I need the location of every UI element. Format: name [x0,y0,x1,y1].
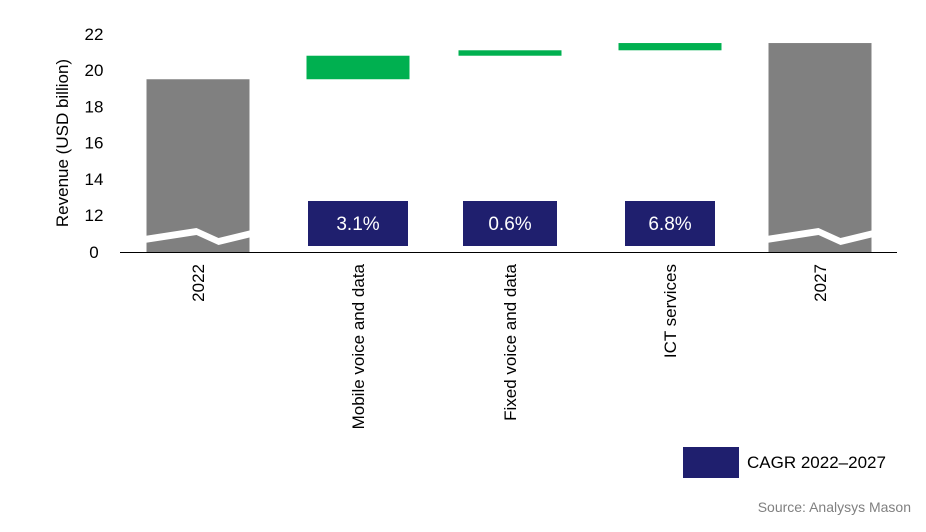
increment-bar [458,50,562,56]
cagr-badges-layer: 3.1% 0.6% 6.8% [308,201,715,246]
y-tick-label: 22 [85,25,104,44]
category-label: 2022 [189,264,208,302]
cagr-value: 0.6% [488,214,531,235]
y-axis-label: Revenue (USD billion) [53,59,72,227]
category-label: ICT services [661,264,680,358]
increment-bar [618,43,722,51]
category-labels: 2022 Mobile voice and data Fixed voice and… [189,263,830,429]
legend: CAGR 2022–2027 [683,447,886,478]
axis-break-mark [766,228,874,245]
category-label: Fixed voice and data [501,263,520,420]
category-label: Mobile voice and data [349,263,368,429]
axis-break-mark [144,228,252,245]
cagr-badge [463,201,557,246]
total-bar [146,79,250,252]
increment-bar [306,55,410,80]
total-bar [768,43,872,252]
bars-layer [144,43,874,252]
cagr-badge [308,201,408,246]
y-tick-label: 12 [85,206,104,225]
category-label: 2027 [811,264,830,302]
y-tick-label: 14 [85,170,104,189]
y-tick-label: 0 [89,243,98,262]
y-tick-label: 18 [85,97,104,116]
legend-label: CAGR 2022–2027 [747,453,886,472]
cagr-value: 3.1% [336,214,379,235]
cagr-value: 6.8% [648,214,691,235]
legend-swatch [683,447,739,478]
source-note: Source: Analysys Mason [758,499,911,515]
y-tick-labels: 0 12 14 16 18 20 22 [85,25,104,262]
y-tick-label: 20 [85,61,104,80]
cagr-badge [625,201,715,246]
y-tick-label: 16 [85,134,104,153]
